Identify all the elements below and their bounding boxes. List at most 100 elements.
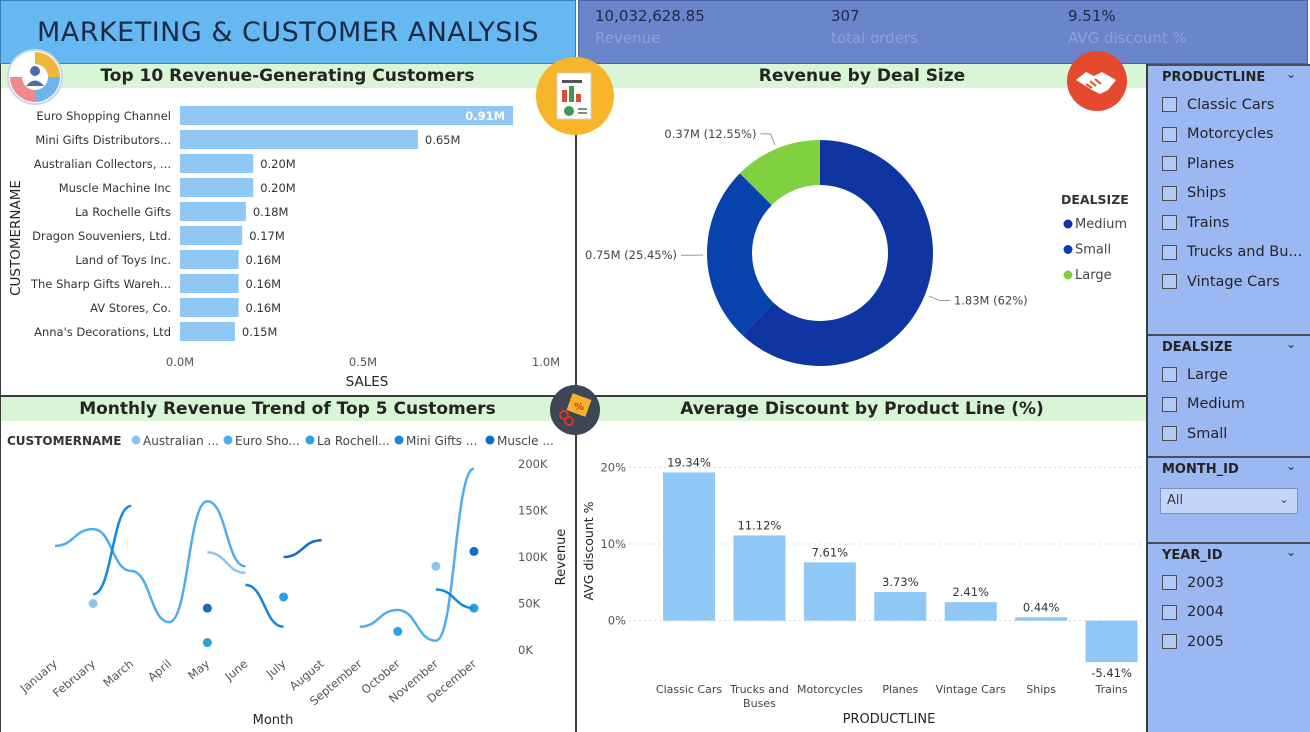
year-option[interactable]: 2003	[1148, 568, 1310, 598]
dealsize-option-label: Large	[1187, 366, 1228, 383]
dealsize-option[interactable]: Medium	[1148, 390, 1310, 420]
month-slicer: MONTH_ID ⌄ All ⌄	[1148, 456, 1310, 542]
checkbox[interactable]	[1162, 215, 1177, 231]
legend-marker	[131, 435, 141, 445]
line-point	[393, 626, 403, 636]
year-option-label: 2003	[1187, 574, 1224, 591]
legend-marker	[485, 435, 495, 445]
series-line	[359, 467, 475, 642]
month-dropdown-value: All	[1167, 493, 1184, 508]
dealsize-option-label: Medium	[1187, 396, 1245, 413]
customer-label: Dragon Souveniers, Ltd.	[32, 229, 171, 243]
checkbox[interactable]	[1162, 156, 1177, 172]
checkbox[interactable]	[1162, 126, 1177, 142]
year-slicer-title: YEAR_ID	[1162, 548, 1223, 563]
discount-bar	[733, 535, 786, 621]
productline-option-label: Ships	[1187, 185, 1227, 202]
checkbox[interactable]	[1162, 604, 1177, 620]
checkbox[interactable]	[1162, 634, 1177, 650]
checkbox[interactable]	[1162, 426, 1177, 442]
customer-bar	[180, 226, 243, 245]
y-tick-label: 150K	[518, 504, 548, 518]
checkbox[interactable]	[1162, 185, 1177, 201]
productline-option-label: Motorcycles	[1187, 126, 1274, 143]
productline-option[interactable]: Ships	[1148, 179, 1310, 209]
series-line	[435, 588, 475, 610]
checkbox[interactable]	[1162, 97, 1177, 113]
discount-title: Average Discount by Product Line (%)	[577, 397, 1147, 421]
year-option[interactable]: 2005	[1148, 627, 1310, 657]
donut-slice-medium	[742, 140, 933, 366]
series-line	[54, 499, 246, 624]
legend-label: Small	[1075, 243, 1111, 258]
productline-option-label: Trains	[1187, 214, 1230, 231]
kpi-discount-label: AVG discount %	[1068, 29, 1187, 47]
productline-slicer: PRODUCTLINE ⌄ Classic Cars Motorcycles Plan…	[1148, 64, 1310, 334]
customer-bar	[180, 154, 254, 173]
kpi-orders: 307 total orders	[831, 7, 1061, 47]
productline-option[interactable]: Trucks and Bu...	[1148, 238, 1310, 268]
series-line	[207, 551, 246, 575]
checkbox[interactable]	[1162, 396, 1177, 412]
monthly-trend-title: Monthly Revenue Trend of Top 5 Customers	[0, 397, 575, 421]
checkbox[interactable]	[1162, 274, 1177, 290]
monthly-trend-panel: Monthly Revenue Trend of Top 5 Customers…	[0, 397, 575, 732]
kpi-discount: 9.51% AVG discount %	[1068, 7, 1298, 47]
x-tick-label: February	[50, 656, 98, 700]
legend-label: Muscle ...	[497, 434, 554, 448]
x-tick-label: Trucks and	[729, 683, 789, 696]
x-tick-label: Ships	[1026, 683, 1056, 696]
discount-value-label: 19.34%	[667, 455, 711, 469]
year-option[interactable]: 2004	[1148, 598, 1310, 628]
customer-label: Euro Shopping Channel	[36, 109, 171, 123]
dealsize-option[interactable]: Large	[1148, 360, 1310, 390]
productline-option[interactable]: Planes	[1148, 149, 1310, 179]
productline-option[interactable]: Motorcycles	[1148, 120, 1310, 150]
monthly-trend-chart: CUSTOMERNAME Australian ... Euro Sho... La …	[7, 434, 569, 728]
legend-label: Medium	[1075, 217, 1127, 232]
legend-marker	[1063, 270, 1073, 280]
customer-label: Australian Collectors, ...	[34, 157, 171, 171]
dealsize-option-label: Small	[1187, 425, 1228, 442]
discount-value-label: 3.73%	[882, 575, 919, 589]
discount-value-label: -5.41%	[1091, 666, 1132, 680]
chevron-down-icon[interactable]: ⌄	[1285, 545, 1296, 559]
y-tick-label: 200K	[518, 457, 548, 471]
checkbox[interactable]	[1162, 575, 1177, 591]
kpi-orders-value: 307	[831, 7, 860, 25]
slice-leader-line	[928, 295, 950, 301]
dealsize-title: Revenue by Deal Size	[577, 64, 1147, 88]
x-axis-title: PRODUCTLINE	[843, 712, 936, 727]
legend-label: Euro Sho...	[235, 434, 300, 448]
discount-bar	[663, 472, 715, 621]
chevron-down-icon[interactable]: ⌄	[1285, 337, 1296, 351]
legend-marker	[1063, 219, 1073, 229]
productline-option[interactable]: Vintage Cars	[1148, 267, 1310, 297]
checkbox[interactable]	[1162, 244, 1177, 260]
customer-bar	[180, 298, 239, 317]
x-tick-label: Buses	[743, 697, 776, 710]
kpi-revenue-label: Revenue	[595, 29, 661, 47]
productline-option[interactable]: Trains	[1148, 208, 1310, 238]
customer-label: La Rochelle Gifts	[75, 205, 171, 219]
top-customers-title: Top 10 Revenue-Generating Customers	[0, 64, 575, 88]
discount-bar	[1015, 617, 1068, 621]
x-tick-label: Vintage Cars	[936, 683, 1007, 696]
x-tick-label: July	[263, 656, 289, 681]
svg-text:%: %	[574, 402, 584, 413]
customer-label: Mini Gifts Distributors...	[35, 133, 171, 147]
month-dropdown[interactable]: All ⌄	[1160, 488, 1298, 514]
checkbox[interactable]	[1162, 367, 1177, 383]
customer-label: Muscle Machine Inc	[59, 181, 171, 195]
productline-option[interactable]: Classic Cars	[1148, 90, 1310, 120]
series-line	[245, 583, 284, 628]
customer-value-label: 0.17M	[249, 229, 285, 243]
chevron-down-icon[interactable]: ⌄	[1285, 459, 1296, 473]
dealsize-slicer-title: DEALSIZE	[1162, 340, 1233, 355]
month-slicer-title: MONTH_ID	[1162, 462, 1239, 477]
customer-bar	[180, 106, 514, 125]
dealsize-option[interactable]: Small	[1148, 419, 1310, 449]
line-point	[88, 599, 98, 608]
x-tick-label: May	[185, 656, 212, 682]
chevron-down-icon[interactable]: ⌄	[1285, 67, 1296, 81]
